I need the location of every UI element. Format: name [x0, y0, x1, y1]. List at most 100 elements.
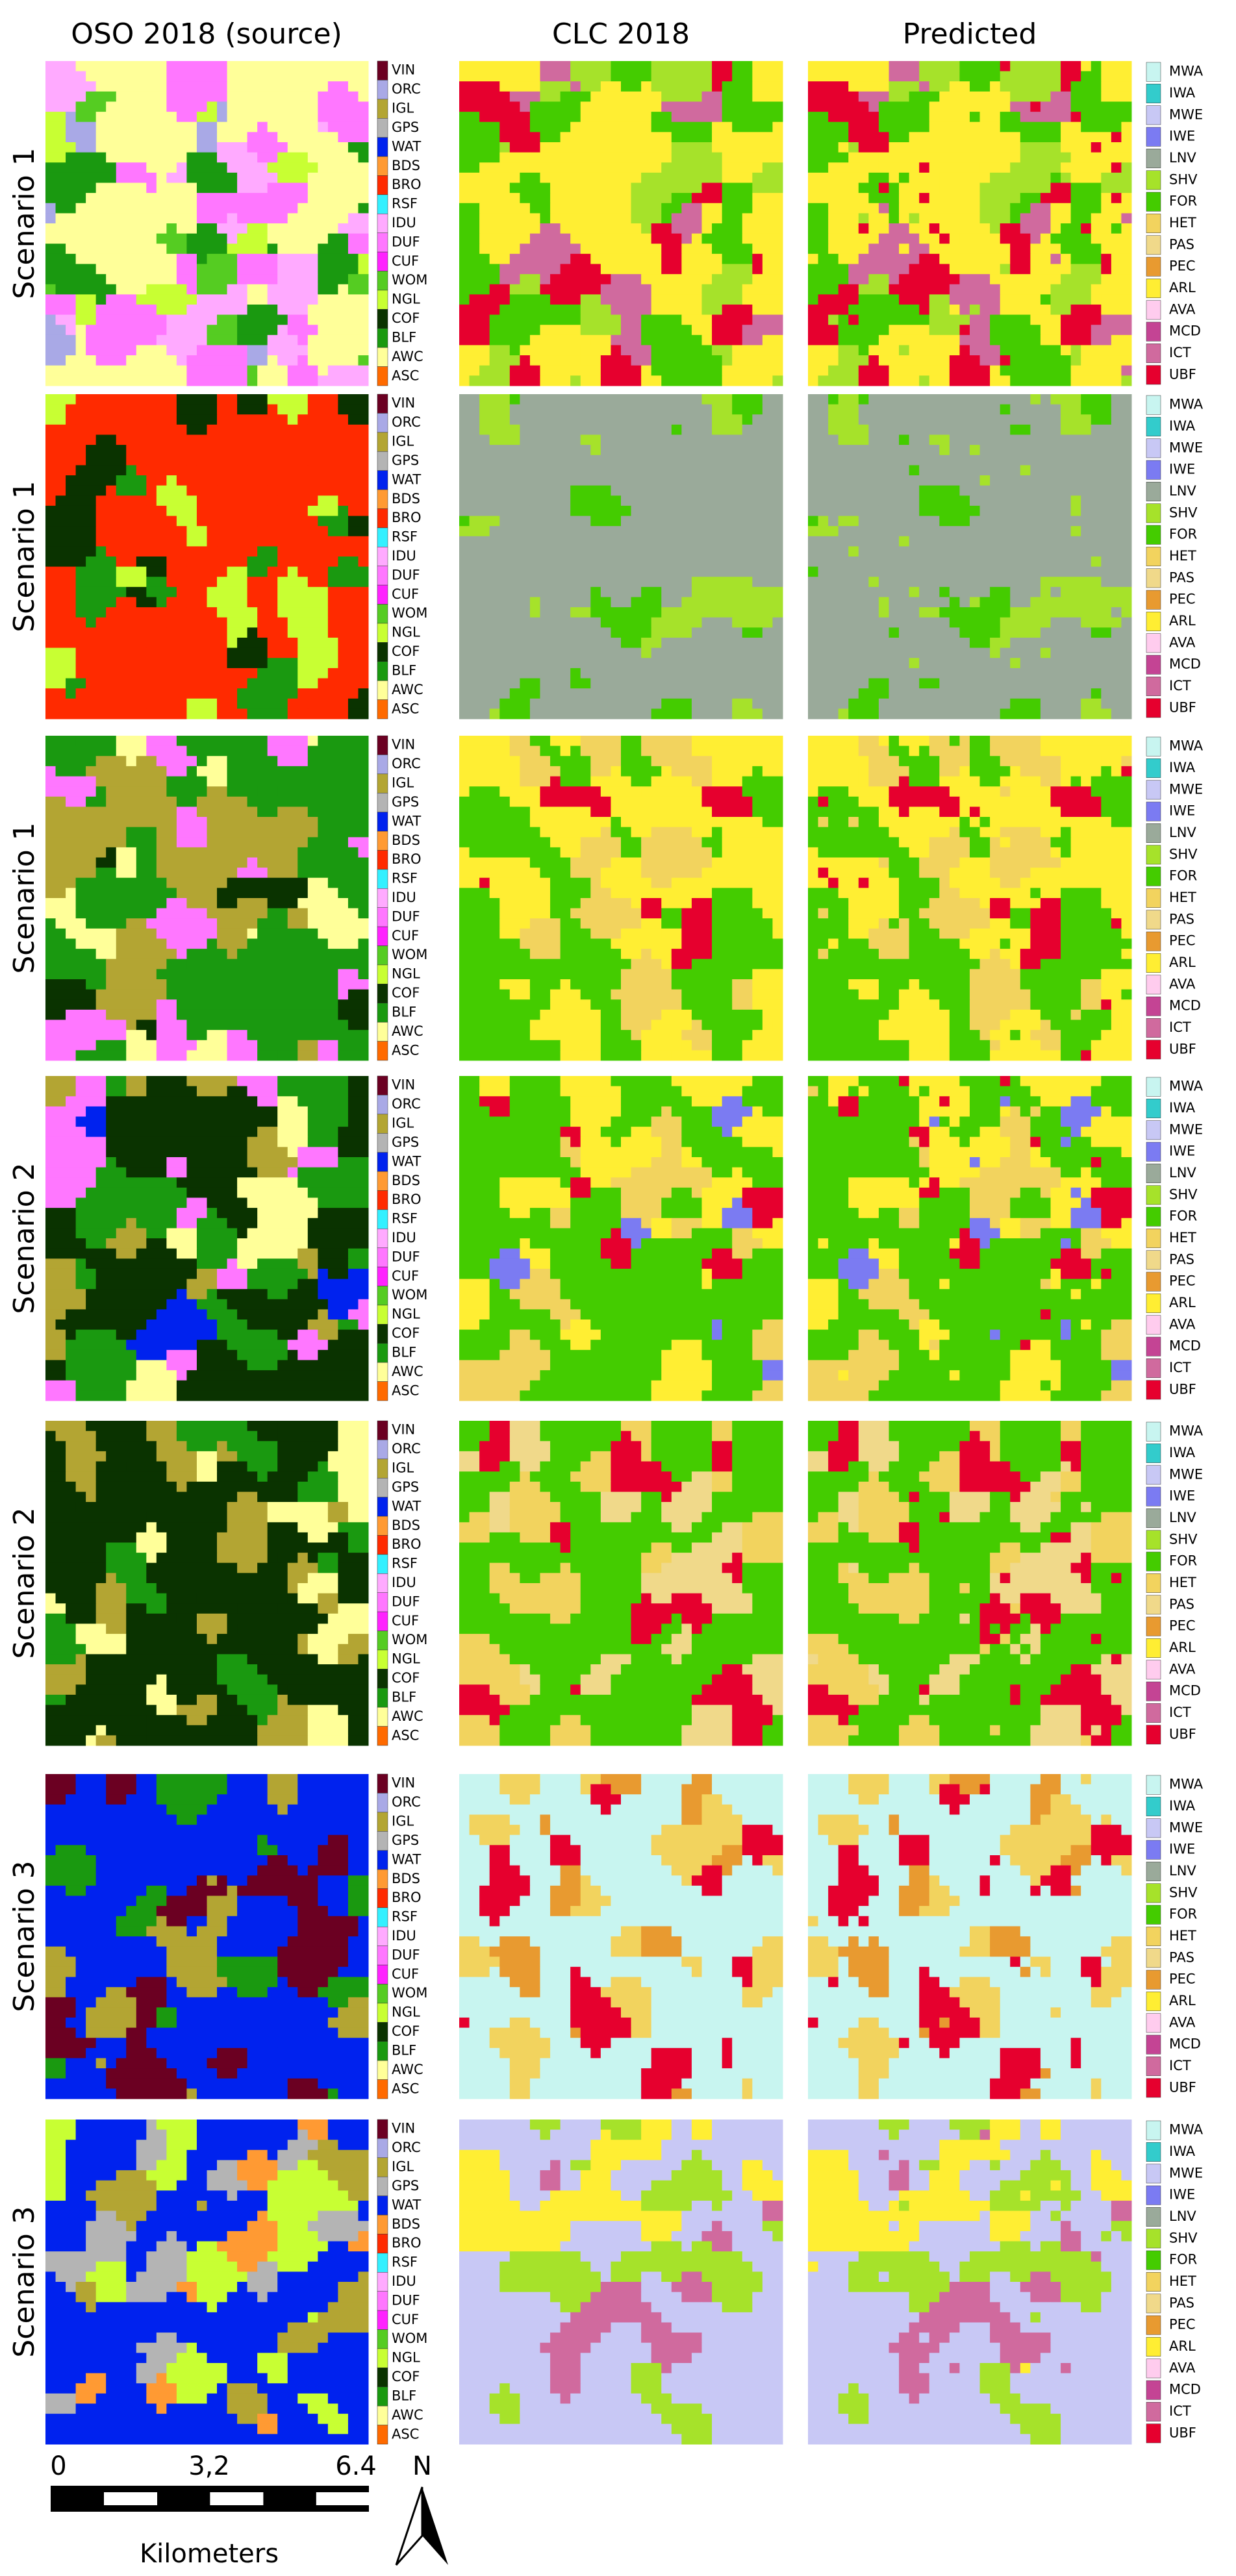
map-patch — [550, 182, 632, 194]
map-patch — [661, 698, 692, 709]
map-patch — [257, 918, 288, 929]
legend-swatch — [1146, 214, 1161, 233]
map-patch — [126, 445, 147, 456]
map-patch — [1000, 121, 1061, 132]
map-patch — [459, 668, 480, 679]
map-patch — [1111, 708, 1132, 719]
map-patch — [1091, 556, 1102, 568]
map-patch — [136, 556, 167, 568]
map-patch — [540, 1573, 581, 1584]
map-patch — [899, 434, 910, 445]
map-patch — [808, 505, 839, 516]
map-patch — [1040, 546, 1072, 557]
map-patch — [186, 485, 268, 496]
map-patch — [878, 918, 889, 929]
map-patch — [970, 112, 981, 123]
map-patch — [207, 2007, 338, 2018]
map-patch — [979, 162, 1011, 173]
map-patch — [808, 1147, 910, 1158]
map-patch — [45, 1390, 77, 1401]
legend-swatch — [1146, 1207, 1161, 1227]
map-patch — [176, 162, 187, 173]
map-patch — [45, 1946, 66, 1957]
legend-swatch — [1146, 910, 1161, 930]
map-patch — [307, 877, 329, 888]
map-patch — [297, 1774, 309, 1785]
map-patch — [1040, 668, 1132, 679]
map-patch — [742, 1573, 783, 1584]
map-patch — [651, 365, 723, 376]
map-patch — [712, 334, 743, 345]
map-patch — [1000, 1380, 1041, 1391]
map-patch — [45, 949, 97, 960]
map-patch — [858, 776, 869, 787]
map-patch — [959, 1481, 1031, 1492]
map-patch — [166, 776, 207, 787]
legend-swatch — [1146, 590, 1161, 610]
map-patch — [641, 1562, 662, 1573]
map-patch — [297, 1157, 338, 1168]
map-patch — [459, 213, 480, 224]
map-patch — [520, 193, 551, 204]
map-patch — [828, 414, 859, 425]
map-patch — [1081, 71, 1102, 82]
map-patch — [838, 1299, 869, 1310]
map-patch — [722, 1096, 743, 1107]
map-patch — [509, 91, 540, 102]
map-patch — [818, 1116, 859, 1127]
map-patch — [808, 1030, 879, 1041]
map-patch — [838, 1562, 849, 1573]
legend-label: MWA — [1169, 1079, 1204, 1094]
map-patch — [939, 1340, 981, 1351]
map-patch — [929, 1147, 1011, 1158]
map-patch — [45, 627, 86, 638]
map-patch — [899, 776, 910, 787]
map-patch — [701, 1390, 753, 1401]
map-patch — [732, 121, 773, 132]
map-patch — [459, 233, 480, 244]
map-patch — [762, 1319, 783, 1331]
map-patch — [277, 1329, 298, 1340]
legend-swatch — [377, 566, 388, 586]
map-patch — [136, 1542, 167, 1553]
map-patch — [752, 698, 783, 709]
map-patch — [560, 1329, 601, 1340]
map-patch — [95, 1431, 147, 1442]
map-patch — [136, 1957, 167, 1968]
map-patch — [529, 355, 581, 366]
map-patch — [838, 455, 849, 466]
map-patch — [318, 1855, 349, 1866]
legend-swatch — [1146, 127, 1161, 147]
map-patch — [45, 658, 77, 669]
map-patch — [327, 577, 369, 588]
legend-swatch — [377, 432, 388, 452]
map-patch — [1070, 305, 1102, 316]
row-label: Scenario 2 — [8, 1507, 41, 1658]
map-patch — [520, 1664, 531, 1675]
legend-swatch — [377, 1573, 388, 1593]
legend-label: NGL — [392, 292, 420, 307]
map-patch — [570, 1834, 652, 1845]
map-patch — [570, 1613, 632, 1624]
map-patch — [858, 1076, 900, 1087]
map-patch — [75, 1654, 86, 1665]
map-patch — [570, 1360, 662, 1371]
map-patch — [899, 807, 910, 818]
map-patch — [808, 526, 839, 537]
map-patch — [570, 1096, 622, 1107]
legend-swatch — [377, 328, 388, 348]
map-patch — [95, 1481, 137, 1492]
map-patch — [347, 1855, 369, 1866]
map-patch — [1030, 1644, 1041, 1655]
map-patch — [45, 1096, 66, 1107]
legend-label: PAS — [1169, 911, 1194, 927]
map-patch — [560, 1390, 652, 1401]
map-patch — [45, 1147, 107, 1158]
map-patch — [338, 1040, 369, 1051]
map-patch — [762, 1380, 783, 1391]
map-patch — [489, 1299, 520, 1310]
map-patch — [641, 898, 662, 909]
map-patch — [808, 1603, 859, 1614]
legend-swatch — [377, 1631, 388, 1651]
map-patch — [1101, 91, 1132, 102]
